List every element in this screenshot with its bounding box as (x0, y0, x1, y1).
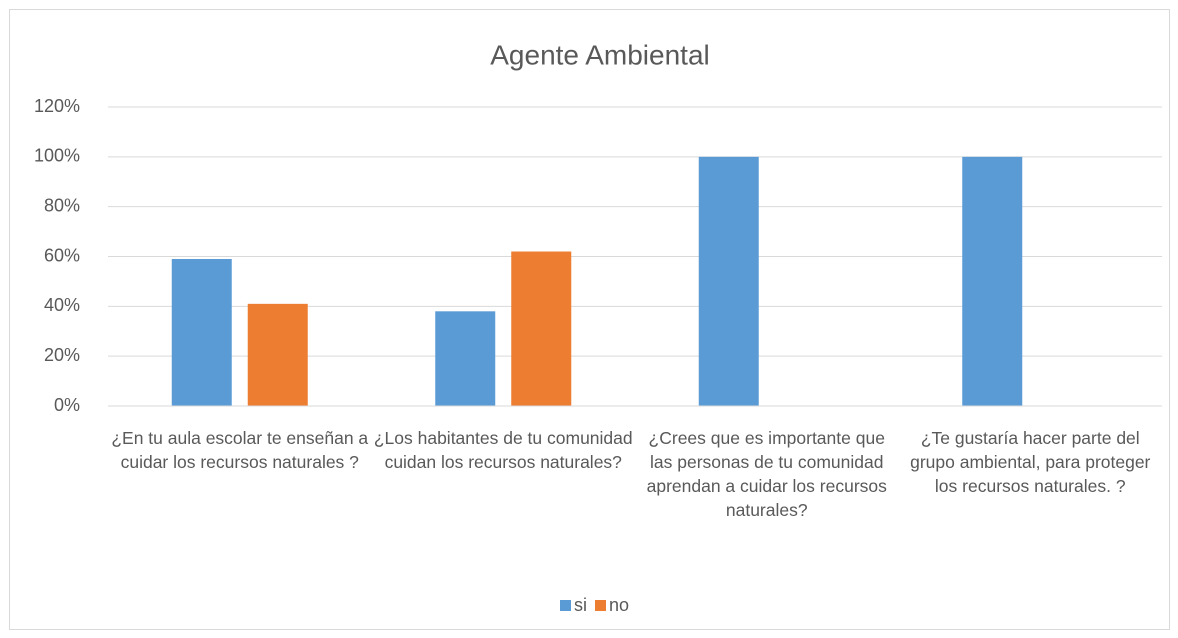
bar (698, 156, 759, 406)
bar (247, 303, 308, 406)
y-tick-label: 80% (44, 195, 80, 215)
y-tick-label: 60% (44, 245, 80, 265)
y-tick-label: 120% (34, 96, 80, 116)
x-tick-label: ¿En tu aula escolar te enseñan a cuidar … (111, 428, 369, 472)
chart-title: Agente Ambiental (490, 39, 710, 70)
bar (962, 156, 1023, 406)
legend-label: si (574, 595, 587, 615)
bar (171, 258, 232, 406)
bar (435, 311, 496, 406)
legend-swatch (560, 600, 571, 611)
legend-swatch (595, 600, 606, 611)
y-tick-label: 20% (44, 345, 80, 365)
bar (511, 251, 572, 406)
x-tick-label: ¿Te gustaría hacer parte del grupo ambie… (910, 428, 1151, 496)
y-tick-label: 40% (44, 295, 80, 315)
y-tick-label: 0% (54, 395, 80, 415)
x-tick-label: ¿Los habitantes de tu comunidad cuidan l… (373, 428, 633, 472)
legend-label: no (609, 595, 629, 615)
y-tick-label: 100% (34, 146, 80, 166)
x-tick-label: ¿Crees que es importante que las persona… (646, 428, 887, 520)
